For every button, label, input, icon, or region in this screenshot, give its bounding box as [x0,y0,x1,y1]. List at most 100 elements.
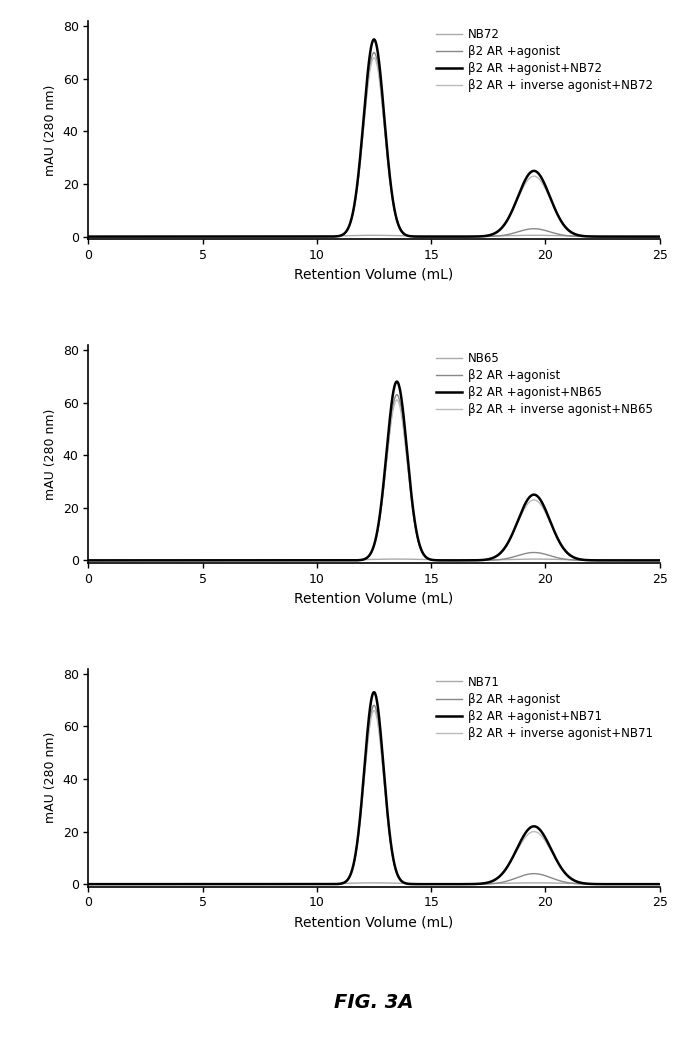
β2 AR +agonist [150,878,158,890]
Line: β2 AR +agonist: β2 AR +agonist [88,706,660,884]
β2 AR +agonist+NB72 [370,34,378,46]
NB72 [84,230,92,243]
β2 AR + inverse agonist+NB72 [656,230,664,243]
X-axis label: Retention Volume (mL): Retention Volume (mL) [294,915,454,929]
NB71 [303,878,311,890]
NB72 [303,230,311,243]
β2 AR + inverse agonist+NB71 [184,878,192,890]
β2 AR +agonist+NB72 [328,230,337,243]
β2 AR +agonist+NB71 [328,878,337,890]
β2 AR +agonist+NB71 [656,878,664,890]
β2 AR +agonist+NB72 [150,230,158,243]
β2 AR + inverse agonist+NB65 [645,554,653,567]
β2 AR +agonist [150,554,158,567]
NB65 [393,552,401,565]
Line: NB72: NB72 [88,235,660,236]
β2 AR + inverse agonist+NB71 [303,878,311,890]
Legend: NB72, β2 AR +agonist, β2 AR +agonist+NB72, β2 AR + inverse agonist+NB72: NB72, β2 AR +agonist, β2 AR +agonist+NB7… [431,23,658,98]
β2 AR +agonist [84,554,92,567]
β2 AR + inverse agonist+NB71 [370,705,378,717]
NB72 [583,230,591,243]
Y-axis label: mAU (280 nm): mAU (280 nm) [44,732,57,823]
β2 AR + inverse agonist+NB71 [583,877,591,889]
β2 AR + inverse agonist+NB72 [328,230,337,243]
β2 AR + inverse agonist+NB72 [370,51,378,64]
β2 AR + inverse agonist+NB65 [150,554,158,567]
NB72 [656,230,664,243]
NB65 [328,554,337,567]
Legend: NB71, β2 AR +agonist, β2 AR +agonist+NB71, β2 AR + inverse agonist+NB71: NB71, β2 AR +agonist, β2 AR +agonist+NB7… [431,671,658,744]
NB72 [645,230,653,243]
β2 AR + inverse agonist+NB71 [656,878,664,890]
β2 AR +agonist [392,388,401,401]
β2 AR + inverse agonist+NB65 [84,554,92,567]
Line: β2 AR + inverse agonist+NB72: β2 AR + inverse agonist+NB72 [88,58,660,236]
NB71 [84,878,92,890]
β2 AR +agonist [303,554,311,567]
β2 AR +agonist [328,230,337,243]
Y-axis label: mAU (280 nm): mAU (280 nm) [44,84,57,175]
NB65 [150,554,158,567]
β2 AR +agonist [370,46,378,59]
β2 AR +agonist [645,878,653,890]
NB65 [645,554,653,567]
β2 AR +agonist+NB65 [656,554,664,567]
X-axis label: Retention Volume (mL): Retention Volume (mL) [294,591,454,605]
NB71 [645,878,653,890]
Line: β2 AR +agonist+NB71: β2 AR +agonist+NB71 [88,692,660,884]
β2 AR +agonist [184,230,192,243]
β2 AR + inverse agonist+NB65 [392,394,401,406]
β2 AR +agonist [150,230,158,243]
Line: β2 AR +agonist+NB72: β2 AR +agonist+NB72 [88,40,660,236]
NB65 [583,553,591,566]
β2 AR + inverse agonist+NB71 [645,878,653,890]
β2 AR +agonist [84,230,92,243]
β2 AR +agonist+NB72 [84,230,92,243]
β2 AR + inverse agonist+NB71 [328,878,337,890]
NB71 [370,877,378,889]
NB65 [656,554,664,567]
β2 AR +agonist [184,878,192,890]
Legend: NB65, β2 AR +agonist, β2 AR +agonist+NB65, β2 AR + inverse agonist+NB65: NB65, β2 AR +agonist, β2 AR +agonist+NB6… [431,348,658,421]
NB72 [530,229,538,242]
NB72 [150,230,158,243]
β2 AR +agonist+NB65 [392,375,401,387]
β2 AR + inverse agonist+NB72 [150,230,158,243]
β2 AR +agonist [328,554,337,567]
β2 AR +agonist+NB71 [645,878,653,890]
β2 AR + inverse agonist+NB72 [84,230,92,243]
β2 AR +agonist+NB72 [645,230,653,243]
β2 AR +agonist [583,878,591,890]
NB71 [150,878,158,890]
Line: β2 AR +agonist: β2 AR +agonist [88,52,660,236]
β2 AR + inverse agonist+NB72 [184,230,192,243]
Y-axis label: mAU (280 nm): mAU (280 nm) [44,408,57,500]
NB72 [184,230,192,243]
NB72 [328,230,337,243]
NB65 [184,554,192,567]
β2 AR +agonist [645,230,653,243]
β2 AR + inverse agonist+NB65 [583,553,591,566]
β2 AR +agonist [328,878,337,890]
β2 AR +agonist+NB65 [645,554,653,567]
Line: NB65: NB65 [88,559,660,561]
β2 AR +agonist [645,554,653,567]
β2 AR +agonist+NB65 [328,554,337,567]
β2 AR +agonist+NB72 [303,230,311,243]
β2 AR + inverse agonist+NB65 [328,554,337,567]
NB71 [583,878,591,890]
β2 AR +agonist [656,878,664,890]
β2 AR + inverse agonist+NB65 [303,554,311,567]
β2 AR +agonist [583,554,591,567]
Text: FIG. 3A: FIG. 3A [335,993,413,1012]
β2 AR +agonist+NB72 [184,230,192,243]
β2 AR +agonist [303,230,311,243]
Line: NB71: NB71 [88,883,660,884]
β2 AR +agonist+NB65 [150,554,158,567]
β2 AR +agonist [84,878,92,890]
β2 AR +agonist+NB71 [370,686,378,698]
X-axis label: Retention Volume (mL): Retention Volume (mL) [294,268,454,281]
β2 AR + inverse agonist+NB65 [184,554,192,567]
β2 AR + inverse agonist+NB72 [583,230,591,243]
Line: β2 AR + inverse agonist+NB71: β2 AR + inverse agonist+NB71 [88,711,660,884]
